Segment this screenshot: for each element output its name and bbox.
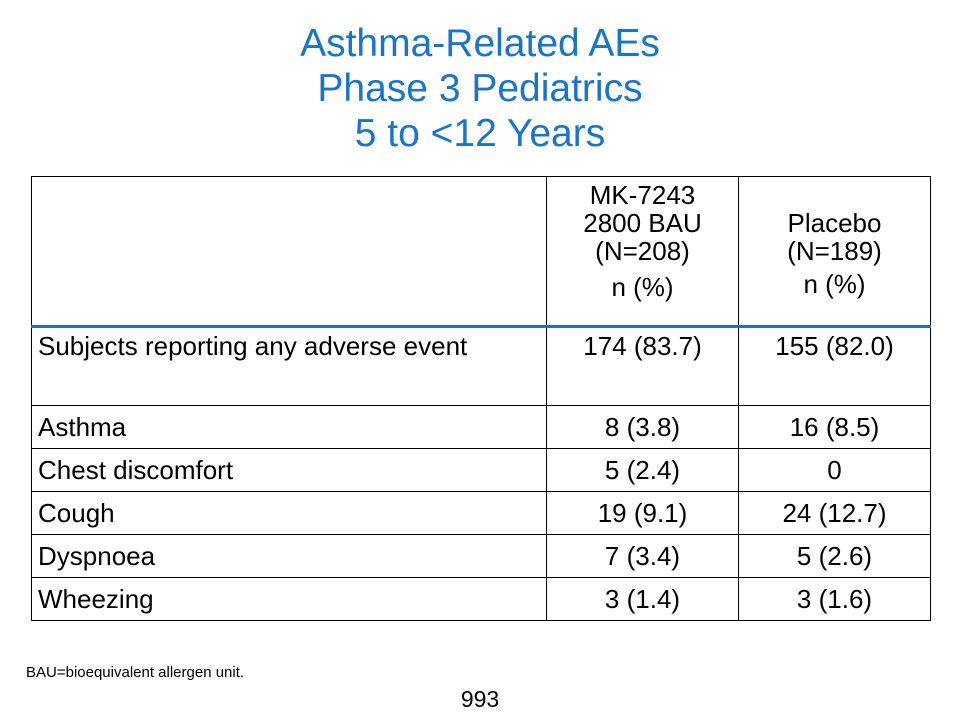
row-placebo-value: 155 (82.0)	[738, 326, 931, 406]
row-placebo-value: 5 (2.6)	[738, 534, 931, 578]
row-term: Asthma	[31, 405, 547, 449]
row-term: Dyspnoea	[31, 534, 547, 578]
table-row: Wheezing 3 (1.4) 3 (1.6)	[31, 577, 931, 621]
header-mk7243-line-1: MK-7243	[589, 180, 696, 210]
title-line-3: 5 to <12 Years	[354, 112, 606, 155]
footnote: BAU=bioequivalent allergen unit.	[26, 664, 245, 681]
row-term: Subjects reporting any adverse event	[31, 326, 547, 406]
row-term: Cough	[31, 491, 547, 535]
header-placebo-unit: n (%)	[803, 269, 866, 299]
title-line-2: Phase 3 Pediatrics	[317, 67, 643, 110]
table-row: Cough 19 (9.1) 24 (12.7)	[31, 491, 931, 535]
header-term-cell	[31, 176, 547, 328]
slide-title: Asthma-Related AEs Phase 3 Pediatrics 5 …	[0, 21, 960, 156]
row-mk7243-value: 8 (3.8)	[546, 405, 739, 449]
header-mk7243-unit: n (%)	[611, 272, 674, 302]
header-placebo-line-2: (N=189)	[787, 236, 882, 266]
table-row: Chest discomfort 5 (2.4) 0	[31, 448, 931, 492]
page-number: 993	[460, 686, 500, 712]
row-mk7243-value: 19 (9.1)	[546, 491, 739, 535]
title-line-1: Asthma-Related AEs	[300, 22, 660, 65]
row-placebo-value: 24 (12.7)	[738, 491, 931, 535]
row-placebo-value: 16 (8.5)	[738, 405, 931, 449]
row-placebo-value: 3 (1.6)	[738, 577, 931, 621]
row-mk7243-value: 5 (2.4)	[546, 448, 739, 492]
row-placebo-value: 0	[738, 448, 931, 492]
header-placebo-cell: Placebo (N=189) n (%)	[738, 176, 931, 328]
header-mk7243-cell: MK-7243 2800 BAU (N=208) n (%)	[546, 176, 739, 328]
header-mk7243-line-2: 2800 BAU	[583, 208, 702, 238]
table-header-row: MK-7243 2800 BAU (N=208) n (%) Placebo (…	[31, 176, 931, 328]
row-mk7243-value: 174 (83.7)	[546, 326, 739, 406]
header-placebo-line-1: Placebo	[787, 208, 882, 238]
row-term: Chest discomfort	[31, 448, 547, 492]
table-row: Asthma 8 (3.8) 16 (8.5)	[31, 405, 931, 449]
row-term: Wheezing	[31, 577, 547, 621]
table-row: Subjects reporting any adverse event 174…	[31, 326, 931, 406]
row-mk7243-value: 3 (1.4)	[546, 577, 739, 621]
header-mk7243-line-3: (N=208)	[595, 236, 690, 266]
row-mk7243-value: 7 (3.4)	[546, 534, 739, 578]
table-row: Dyspnoea 7 (3.4) 5 (2.6)	[31, 534, 931, 578]
adverse-events-table: MK-7243 2800 BAU (N=208) n (%) Placebo (…	[31, 176, 931, 621]
